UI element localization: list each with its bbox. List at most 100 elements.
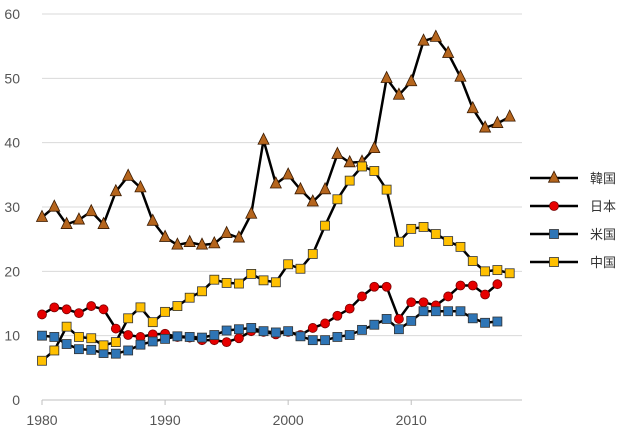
data-point — [234, 278, 244, 289]
data-point — [394, 236, 404, 247]
legend-item: 韓国 — [530, 170, 616, 187]
data-point — [394, 314, 404, 324]
series-line-0 — [41, 35, 511, 247]
data-point — [369, 166, 380, 176]
data-point — [357, 324, 367, 335]
data-point — [74, 344, 84, 355]
data-point — [306, 194, 319, 207]
data-point — [61, 339, 72, 349]
data-point — [344, 330, 355, 340]
data-point — [135, 339, 146, 350]
data-point — [443, 306, 454, 317]
data-point — [504, 268, 515, 279]
data-point — [331, 146, 344, 159]
data-point — [72, 212, 86, 225]
data-point — [74, 308, 84, 319]
data-point — [98, 304, 109, 315]
data-point — [283, 326, 294, 337]
data-point — [455, 280, 466, 291]
data-point — [147, 317, 158, 328]
data-point — [295, 331, 306, 342]
data-point — [480, 266, 490, 277]
data-point — [49, 302, 60, 313]
data-point — [270, 277, 281, 288]
data-point — [381, 314, 392, 324]
data-point — [283, 259, 294, 270]
data-point — [467, 280, 478, 291]
data-point — [172, 301, 183, 311]
data-point — [480, 289, 490, 300]
data-point — [418, 222, 429, 232]
data-point — [332, 194, 343, 205]
data-point — [467, 313, 478, 324]
y-tick-label: 50 — [4, 70, 20, 86]
data-point — [492, 316, 503, 327]
data-point — [85, 203, 98, 217]
data-point — [160, 333, 170, 344]
data-point — [86, 301, 97, 311]
legend-item: 日本 — [530, 200, 616, 215]
legend-label: 韓国 — [590, 172, 616, 187]
data-point — [246, 323, 257, 333]
data-point — [61, 304, 72, 315]
data-point — [209, 330, 220, 340]
data-point — [123, 330, 134, 340]
data-point — [343, 154, 356, 168]
data-point — [406, 315, 417, 326]
data-point — [183, 234, 196, 247]
data-point — [344, 175, 355, 186]
data-point — [269, 176, 282, 189]
data-point — [368, 140, 381, 154]
data-point — [221, 278, 232, 288]
data-point — [491, 115, 504, 128]
data-point — [49, 332, 60, 342]
data-point — [307, 335, 318, 346]
y-tick-label: 0 — [12, 392, 20, 408]
data-point — [392, 87, 406, 100]
data-point — [37, 309, 47, 320]
data-point — [503, 109, 516, 122]
data-point — [147, 336, 158, 347]
data-point — [232, 230, 246, 243]
data-point — [307, 249, 318, 259]
data-point — [246, 269, 257, 279]
data-point — [158, 229, 172, 242]
data-point — [318, 181, 332, 195]
data-point — [429, 29, 442, 42]
data-point — [221, 325, 232, 336]
data-point — [430, 229, 441, 239]
data-point — [443, 236, 454, 246]
data-point — [123, 313, 134, 324]
data-point — [109, 183, 122, 197]
data-point — [258, 275, 269, 286]
data-point — [110, 348, 121, 359]
data-point — [405, 73, 418, 87]
data-point — [455, 241, 466, 252]
data-point — [74, 332, 84, 342]
data-point — [492, 279, 503, 290]
data-point — [320, 335, 330, 346]
data-point — [172, 331, 183, 342]
data-point — [282, 167, 295, 180]
data-point — [123, 345, 134, 356]
data-point — [110, 337, 121, 348]
data-point — [122, 168, 135, 181]
data-point — [97, 216, 110, 229]
data-point — [417, 33, 430, 46]
data-point — [37, 355, 47, 366]
y-tick-label: 60 — [4, 6, 20, 22]
y-tick-label: 10 — [4, 328, 20, 344]
x-tick-label: 1990 — [149, 412, 180, 428]
data-point — [98, 340, 109, 351]
data-point — [220, 225, 233, 238]
series-markers — [35, 29, 516, 366]
data-point — [320, 220, 330, 231]
data-point — [35, 209, 49, 222]
data-point — [160, 306, 170, 317]
data-point — [294, 181, 307, 195]
data-point — [480, 317, 490, 328]
data-point — [344, 303, 355, 314]
data-point — [134, 179, 147, 193]
data-point — [295, 263, 306, 274]
legend-marker — [549, 229, 559, 239]
